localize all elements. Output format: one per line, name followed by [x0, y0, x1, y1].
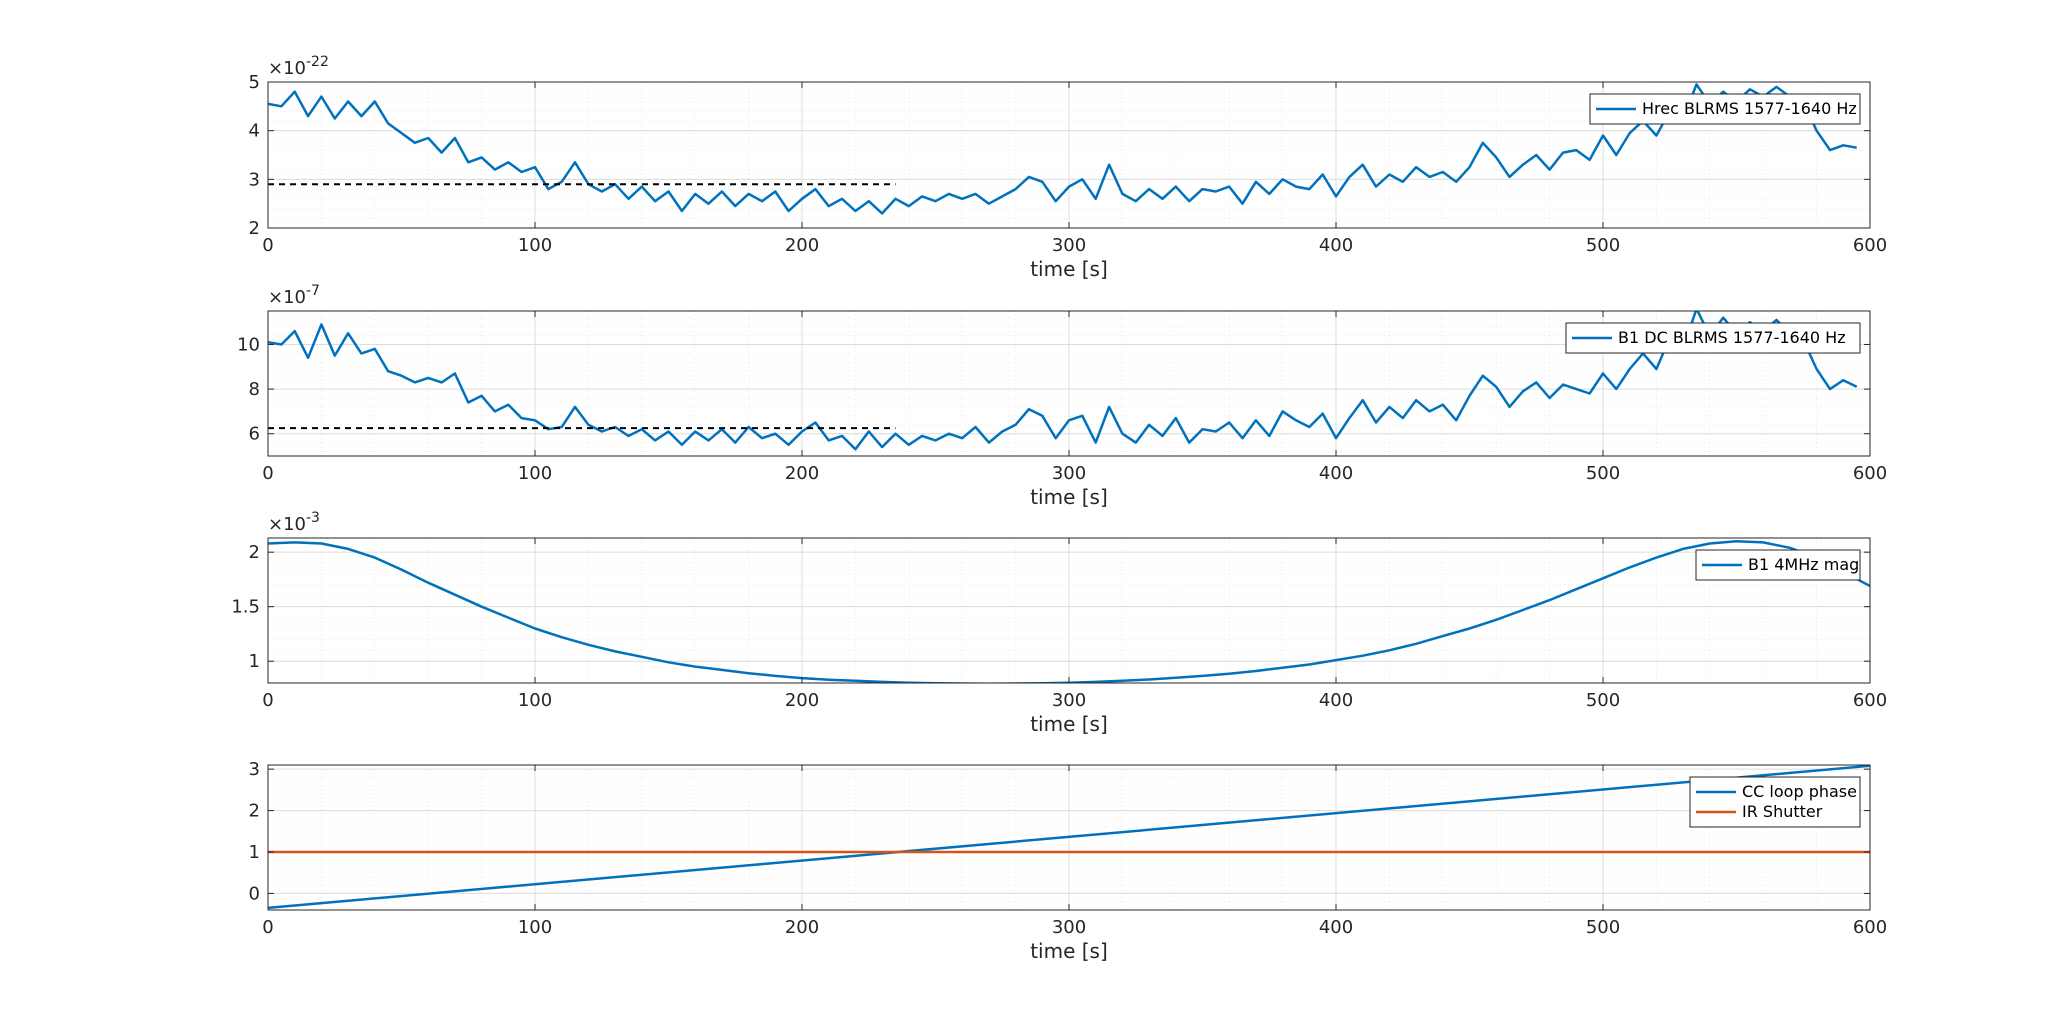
x-axis-label: time [s] [1030, 939, 1108, 963]
chart-panel-3: 0 100 200 300 400 500 600 1 1.5 2 ×10-3 time [s] B1 … [231, 510, 1887, 736]
x-tick-label: 600 [1853, 917, 1887, 938]
x-tick-label: 0 [262, 235, 273, 256]
chart-panel-4: 0 100 200 300 400 500 600 0 1 2 3 time [s] CC loop p… [249, 759, 1888, 963]
legend-box [1689, 776, 1861, 828]
y-tick-label: 2 [249, 801, 260, 822]
x-tick-label: 400 [1319, 463, 1353, 484]
y-tick-label: 1.5 [231, 597, 260, 618]
x-tick-label: 200 [785, 463, 819, 484]
y-exponent-label: ×10-3 [268, 510, 320, 535]
x-tick-label: 500 [1586, 690, 1620, 711]
y-exponent-label: ×10-7 [268, 283, 320, 308]
series-group [268, 765, 1870, 910]
x-tick-label: 200 [785, 690, 819, 711]
x-tick-label: 600 [1853, 463, 1887, 484]
y-tick-label: 2 [249, 218, 260, 239]
x-tick-label: 100 [518, 235, 552, 256]
legend-entry: Hrec BLRMS 1577-1640 Hz [1642, 99, 1857, 118]
x-tick-label: 300 [1052, 917, 1086, 938]
x-tick-label: 200 [785, 235, 819, 256]
y-tick-label: 2 [249, 542, 260, 563]
y-tick-label: 8 [249, 379, 260, 400]
x-tick-label: 300 [1052, 690, 1086, 711]
x-tick-label: 200 [785, 917, 819, 938]
y-tick-label: 10 [237, 334, 260, 355]
chart-panel-2: 0 100 200 300 400 500 600 6 8 10 ×10-7 time [s] B1 D… [237, 283, 1887, 509]
legend: B1 4MHz mag [1695, 549, 1861, 581]
series-group [268, 83, 1857, 215]
series-line-1 [268, 765, 1870, 910]
x-axis-label: time [s] [1030, 712, 1108, 736]
legend-box [1565, 322, 1861, 354]
y-tick-label: 6 [249, 424, 260, 445]
y-tick-label: 5 [249, 72, 260, 93]
x-tick-label: 0 [262, 463, 273, 484]
legend-entry: B1 4MHz mag [1748, 555, 1859, 574]
y-tick-label: 0 [249, 883, 260, 904]
x-tick-label: 500 [1586, 917, 1620, 938]
chart-panel-1: 0 100 200 300 400 500 600 2 3 4 5 ×10-22 time [s] Hre… [249, 54, 1888, 281]
legend-entry: IR Shutter [1742, 802, 1823, 821]
x-axis-label: time [s] [1030, 485, 1108, 509]
series-line-1 [268, 311, 1858, 451]
x-tick-label: 400 [1319, 690, 1353, 711]
x-tick-label: 100 [518, 690, 552, 711]
x-tick-label: 400 [1319, 235, 1353, 256]
x-axis-label: time [s] [1030, 257, 1108, 281]
legend-entry: CC loop phase [1742, 782, 1857, 801]
series-line-1 [268, 83, 1857, 215]
legend: B1 DC BLRMS 1577-1640 Hz [1565, 322, 1861, 354]
x-tick-label: 300 [1052, 463, 1086, 484]
legend-entry: B1 DC BLRMS 1577-1640 Hz [1618, 328, 1846, 347]
y-tick-label: 1 [249, 842, 260, 863]
x-tick-label: 100 [518, 463, 552, 484]
x-tick-label: 600 [1853, 235, 1887, 256]
legend: Hrec BLRMS 1577-1640 Hz [1589, 93, 1861, 125]
y-tick-label: 4 [249, 121, 260, 142]
x-tick-label: 500 [1586, 463, 1620, 484]
x-tick-label: 600 [1853, 690, 1887, 711]
x-tick-label: 0 [262, 917, 273, 938]
y-exponent-label: ×10-22 [268, 54, 329, 79]
x-tick-label: 400 [1319, 917, 1353, 938]
y-tick-label: 3 [249, 169, 260, 190]
x-tick-label: 0 [262, 690, 273, 711]
y-tick-label: 1 [249, 651, 260, 672]
y-tick-label: 3 [249, 759, 260, 780]
x-tick-label: 100 [518, 917, 552, 938]
x-tick-label: 500 [1586, 235, 1620, 256]
series-group [268, 311, 1858, 451]
x-tick-label: 300 [1052, 235, 1086, 256]
